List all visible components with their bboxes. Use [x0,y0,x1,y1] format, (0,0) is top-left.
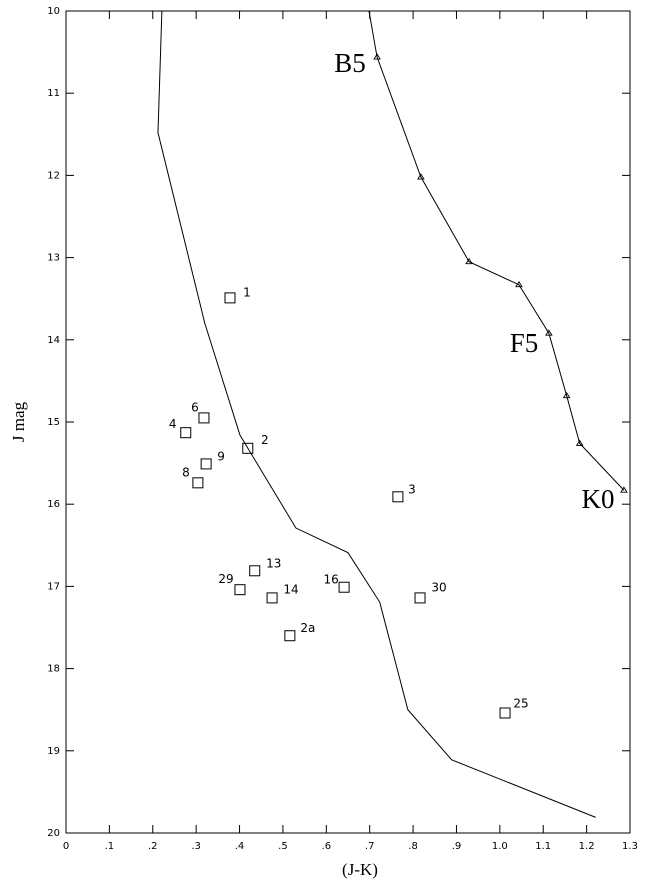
point-label: 14 [283,582,298,596]
spectral-type-label: F5 [510,328,539,358]
x-tick-label: .2 [148,841,158,852]
data-point [234,584,246,596]
plot-frame [65,10,631,834]
x-tick-label: 1.3 [622,841,638,852]
x-tick-label: .3 [191,841,201,852]
y-tick-label: 15 [47,417,60,428]
data-point [224,292,236,304]
triangle-marker [620,486,628,493]
point-label: 2a [300,621,315,635]
y-tick-label: 19 [47,746,60,757]
point-label: 6 [191,400,199,414]
data-point [392,491,404,503]
x-tick-label: 0 [63,841,69,852]
point-label: 16 [323,573,338,587]
plot-area [157,0,628,818]
y-tick-label: 14 [47,335,60,346]
triangle-marker [417,173,425,180]
x-tick-label: .5 [278,841,288,852]
data-point [266,592,278,604]
data-point [499,707,511,719]
triangle-marker [365,0,371,5]
data-point [242,442,254,454]
x-axis-label: (J-K) [342,860,378,879]
x-tick-label: .7 [365,841,375,852]
triangle-marker [545,329,553,336]
data-point [180,427,192,439]
x-tick-label: 1.0 [492,841,508,852]
data-point [284,630,296,642]
x-tick-label: .6 [322,841,332,852]
point-label: 29 [218,572,233,586]
point-label: 1 [243,285,251,299]
data-point [249,565,261,577]
curve [157,11,596,818]
data-point [414,592,426,604]
y-tick-label: 16 [47,499,60,510]
data-point [192,477,204,489]
point-label: 25 [513,696,528,710]
data-point [198,412,210,424]
triangle-marker [373,53,381,60]
point-label: 2 [261,433,269,447]
y-tick-label: 20 [47,828,60,839]
y-tick-label: 11 [47,88,60,99]
triangle-marker [465,257,473,265]
triangle-marker [562,391,571,399]
y-tick-label: 12 [47,170,60,181]
x-tick-label: 1.1 [535,841,551,852]
point-label: 3 [408,482,416,496]
y-axis-label: J mag [9,401,28,442]
point-label: 13 [266,556,281,570]
point-label: 30 [431,580,446,594]
x-tick-label: .1 [105,841,115,852]
x-tick-label: 1.2 [579,841,595,852]
x-tick-label: .8 [408,841,418,852]
y-tick-label: 18 [47,664,60,675]
triangle-marker [575,439,584,446]
point-label: 9 [217,449,225,463]
curve [368,11,625,491]
spectral-type-label: K0 [582,484,615,514]
x-tick-label: .9 [452,841,462,852]
data-point [338,581,350,593]
y-tick-label: 17 [47,581,60,592]
point-label: 8 [182,465,190,479]
x-tick-label: .4 [235,841,245,852]
spectral-type-label: B5 [334,48,366,78]
triangle-marker [515,280,523,288]
point-label: 4 [169,417,177,431]
y-tick-label: 13 [47,253,60,264]
data-point [200,458,212,470]
y-tick-label: 10 [47,6,60,17]
